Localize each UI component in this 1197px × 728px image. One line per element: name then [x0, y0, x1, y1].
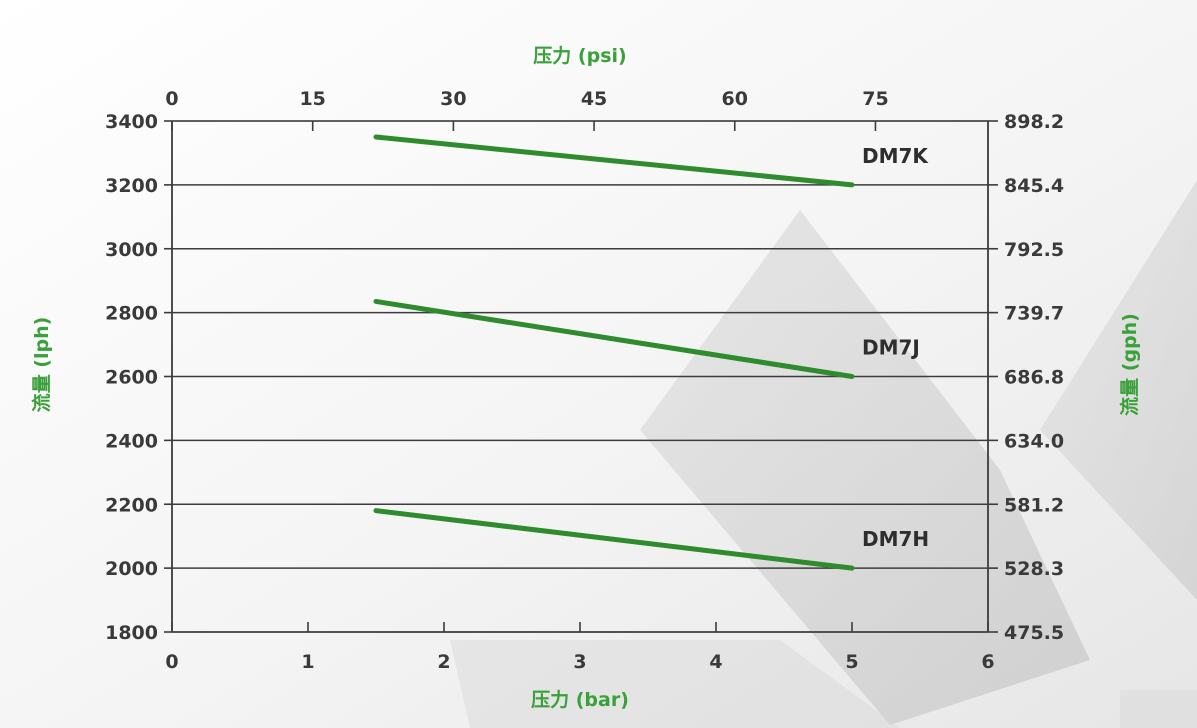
background-shape	[1040, 180, 1197, 600]
x-tick-label: 1	[301, 651, 314, 673]
y-right-axis-title: 流量 (gph)	[1118, 313, 1141, 416]
background-shape	[450, 640, 900, 728]
y-right-tick-label: 528.3	[1004, 558, 1064, 580]
x-tick-label: 5	[845, 651, 858, 673]
y-tick-label: 1800	[105, 622, 158, 644]
x-axis-title: 压力 (bar)	[531, 688, 629, 711]
y-tick-label: 3200	[105, 175, 158, 197]
y-tick-label: 2800	[105, 303, 158, 325]
x-top-tick-label: 15	[299, 88, 325, 110]
x-tick-label: 4	[709, 651, 722, 673]
x-top-tick-label: 60	[722, 88, 748, 110]
x-top-tick-label: 30	[440, 88, 466, 110]
y-tick-label: 2200	[105, 494, 158, 516]
background-shape	[640, 210, 1090, 725]
y-tick-label: 3400	[105, 111, 158, 133]
y-right-tick-label: 845.4	[1004, 175, 1064, 197]
y-right-tick-label: 739.7	[1004, 303, 1064, 325]
y-right-tick-label: 898.2	[1004, 111, 1064, 133]
x-tick-label: 3	[573, 651, 586, 673]
y-tick-label: 2400	[105, 430, 158, 452]
x-top-tick-label: 75	[862, 88, 888, 110]
series-line-dm7h	[373, 508, 855, 571]
x-top-axis-title: 压力 (psi)	[533, 44, 626, 67]
y-right-tick-label: 686.8	[1004, 367, 1064, 389]
y-tick-label: 2000	[105, 558, 158, 580]
series-line-dm7k	[373, 134, 855, 188]
y-right-tick-label: 581.2	[1004, 494, 1064, 516]
series-line-dm7j	[373, 298, 855, 379]
series-label-dm7k: DM7K	[862, 144, 929, 168]
x-tick-label: 6	[981, 651, 994, 673]
y-right-tick-label: 792.5	[1004, 239, 1064, 261]
background-frame	[1120, 690, 1197, 728]
series-label-dm7j: DM7J	[862, 336, 920, 360]
y-right-tick-label: 634.0	[1004, 430, 1064, 452]
x-tick-label: 2	[437, 651, 450, 673]
y-axis-title: 流量 (lph)	[30, 317, 53, 413]
series-label-dm7h: DM7H	[862, 527, 929, 551]
x-top-tick-label: 45	[581, 88, 607, 110]
x-tick-label: 0	[165, 651, 178, 673]
y-tick-label: 3000	[105, 239, 158, 261]
y-tick-label: 2600	[105, 367, 158, 389]
y-right-tick-label: 475.5	[1004, 622, 1064, 644]
x-top-tick-label: 0	[165, 88, 178, 110]
